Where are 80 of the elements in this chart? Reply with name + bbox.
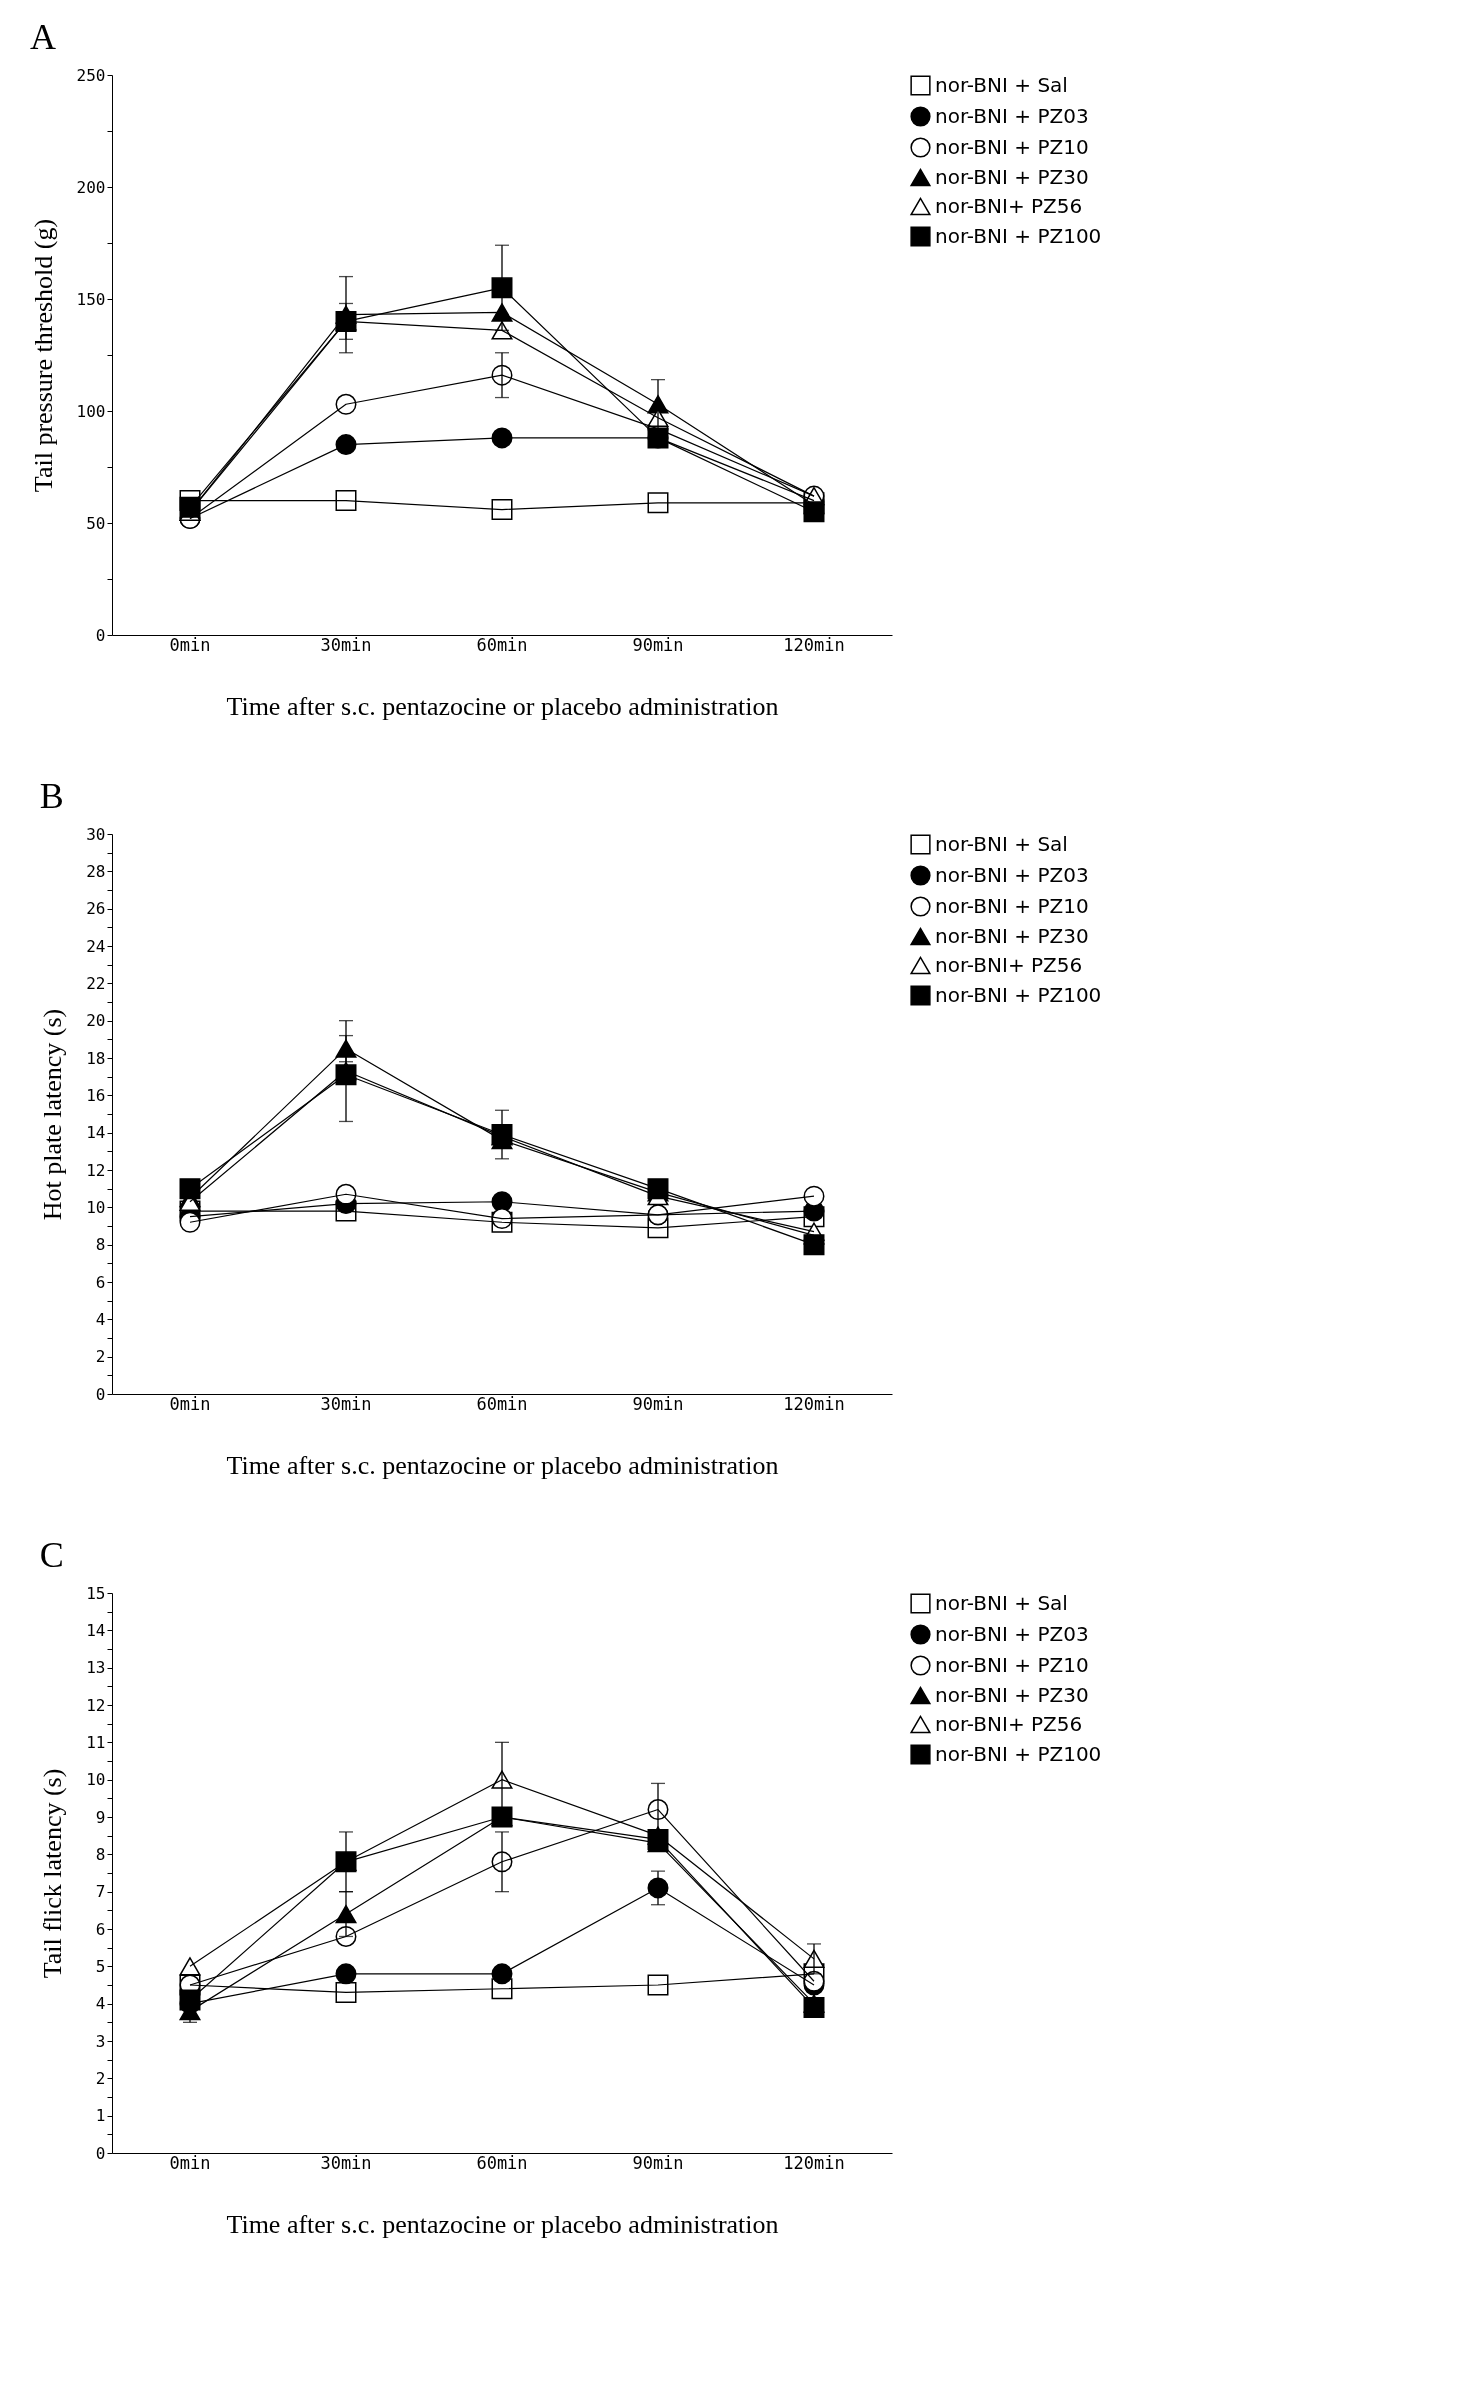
y-tick-label: 200 [76, 177, 106, 197]
y-tick-label: 100 [76, 401, 106, 421]
x-tick-label: 60min [476, 634, 528, 655]
y-axis-title: Hot plate latency (s) [38, 1008, 68, 1221]
legend-label: nor-BNI + Sal [935, 72, 1068, 97]
y-tick-label: 28 [86, 861, 106, 881]
chart-title: C [39, 1535, 64, 1575]
legend-label: nor-BNI + PZ10 [935, 134, 1089, 159]
y-tick-label: 20 [86, 1011, 106, 1031]
y-tick-label: 6 [95, 1919, 106, 1939]
y-tick-label: 8 [95, 1235, 106, 1255]
chart-title: A [30, 17, 57, 57]
y-tick-label: 2 [95, 2068, 106, 2088]
y-tick-label: 0 [95, 1384, 106, 1404]
legend-label: nor-BNI + PZ10 [935, 893, 1089, 918]
y-tick-label: 4 [95, 1994, 106, 2014]
y-tick-label: 10 [86, 1197, 106, 1217]
y-tick-label: 15 [86, 1583, 106, 1603]
x-tick-label: 30min [320, 634, 372, 655]
y-tick-label: 13 [86, 1658, 106, 1678]
legend-label: nor-BNI + PZ03 [935, 1621, 1089, 1646]
y-tick-label: 14 [86, 1123, 106, 1143]
x-tick-label: 120min [783, 2152, 845, 2173]
y-axis-title: Tail pressure threshold (g) [28, 218, 58, 493]
y-tick-label: 12 [86, 1695, 106, 1715]
legend-label: nor-BNI + PZ30 [935, 923, 1089, 948]
x-tick-label: 90min [632, 634, 684, 655]
y-tick-label: 30 [86, 824, 106, 844]
y-tick-label: 8 [95, 1844, 106, 1864]
y-tick-label: 4 [95, 1309, 106, 1329]
x-tick-label: 60min [476, 2152, 528, 2173]
x-axis-title: Time after s.c. pentazocine or placebo administration [226, 1450, 779, 1480]
x-tick-label: 0min [169, 2152, 211, 2173]
x-tick-label: 90min [632, 2152, 684, 2173]
y-tick-label: 10 [86, 1770, 106, 1790]
x-tick-label: 0min [169, 1393, 211, 1414]
legend-label: nor-BNI + PZ03 [935, 103, 1089, 128]
y-axis-title: Tail flick latency (s) [38, 1768, 68, 1979]
chart-title: B [39, 776, 64, 816]
legend-label: nor-BNI+ PZ56 [935, 1711, 1083, 1736]
legend-label: nor-BNI + Sal [935, 831, 1068, 856]
y-tick-label: 6 [95, 1272, 106, 1292]
y-tick-label: 9 [95, 1807, 106, 1827]
legend-label: nor-BNI+ PZ56 [935, 952, 1083, 977]
y-tick-label: 14 [86, 1620, 106, 1640]
legend-label: nor-BNI + PZ30 [935, 164, 1089, 189]
y-tick-label: 24 [86, 936, 106, 956]
y-tick-label: 7 [95, 1882, 106, 1902]
legend-label: nor-BNI + PZ03 [935, 862, 1089, 887]
x-axis-title: Time after s.c. pentazocine or placebo administration [226, 2209, 779, 2239]
y-tick-label: 5 [95, 1956, 106, 1976]
y-tick-label: 16 [86, 1085, 106, 1105]
x-tick-label: 90min [632, 1393, 684, 1414]
y-tick-label: 11 [86, 1732, 106, 1752]
y-tick-label: 18 [86, 1048, 106, 1068]
y-tick-label: 250 [76, 65, 106, 85]
x-axis-title: Time after s.c. pentazocine or placebo administration [226, 691, 779, 721]
legend-label: nor-BNI + PZ100 [935, 223, 1102, 248]
legend-label: nor-BNI + PZ10 [935, 1652, 1089, 1677]
x-tick-label: 30min [320, 1393, 372, 1414]
legend-label: nor-BNI + PZ30 [935, 1682, 1089, 1707]
y-tick-label: 12 [86, 1160, 106, 1180]
legend-label: nor-BNI + PZ100 [935, 982, 1102, 1007]
legend-label: nor-BNI + Sal [935, 1590, 1068, 1615]
y-tick-label: 1 [95, 2106, 106, 2126]
x-tick-label: 120min [783, 634, 845, 655]
x-tick-label: 0min [169, 634, 211, 655]
x-tick-label: 120min [783, 1393, 845, 1414]
y-tick-label: 0 [95, 2143, 106, 2163]
y-tick-label: 22 [86, 973, 106, 993]
x-tick-label: 30min [320, 2152, 372, 2173]
x-tick-label: 60min [476, 1393, 528, 1414]
y-tick-label: 0 [95, 625, 106, 645]
y-tick-label: 3 [95, 2031, 106, 2051]
y-tick-label: 26 [86, 899, 106, 919]
y-tick-label: 150 [76, 289, 106, 309]
y-tick-label: 2 [95, 1347, 106, 1367]
legend-label: nor-BNI+ PZ56 [935, 193, 1083, 218]
y-tick-label: 50 [86, 513, 106, 533]
legend-label: nor-BNI + PZ100 [935, 1741, 1102, 1766]
